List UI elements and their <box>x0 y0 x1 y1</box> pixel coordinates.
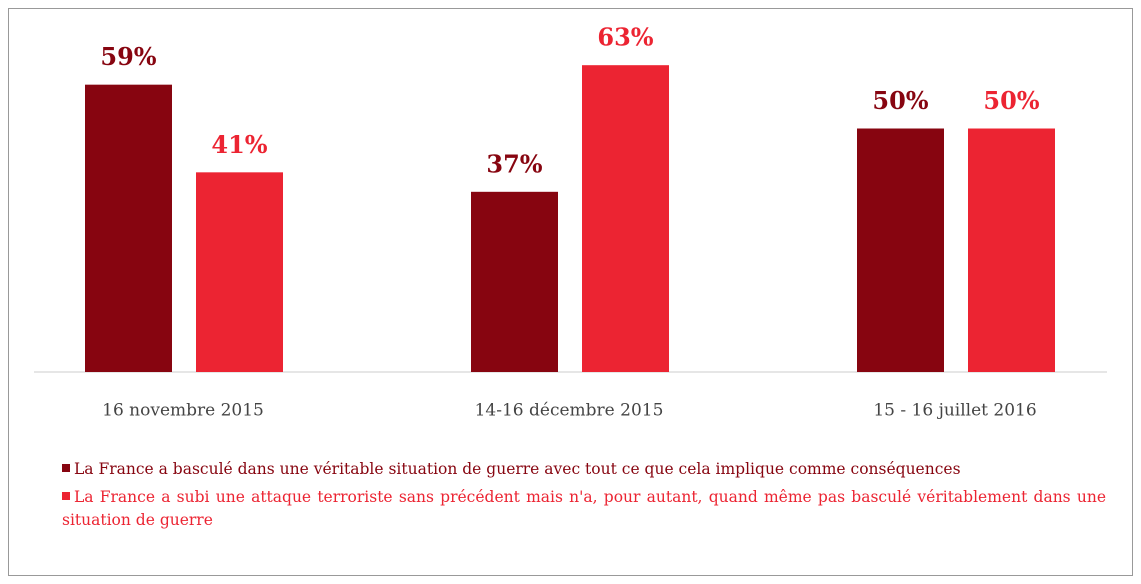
bar <box>471 191 558 372</box>
x-tick-label: 16 novembre 2015 <box>102 401 264 421</box>
legend-item: La France a subi une attaque terroriste … <box>62 486 1106 532</box>
x-tick-label: 15 - 16 juillet 2016 <box>873 401 1036 421</box>
legend-label: La France a basculé dans une véritable s… <box>74 460 961 478</box>
legend-swatch <box>62 492 70 500</box>
bar <box>857 128 944 372</box>
value-label: 37% <box>486 149 542 178</box>
chart-border <box>8 8 1133 576</box>
legend: La France a basculé dans une véritable s… <box>62 458 1106 537</box>
bar <box>968 128 1055 372</box>
legend-item: La France a basculé dans une véritable s… <box>62 458 1106 481</box>
bar <box>582 65 669 372</box>
x-tick-label: 14-16 décembre 2015 <box>475 401 664 421</box>
bar <box>196 172 283 372</box>
bar <box>85 84 172 373</box>
legend-swatch <box>62 464 70 472</box>
legend-label: La France a subi une attaque terroriste … <box>62 488 1106 529</box>
value-label: 50% <box>872 86 928 115</box>
value-label: 63% <box>597 23 653 52</box>
value-label: 41% <box>211 130 267 159</box>
value-label: 50% <box>983 86 1039 115</box>
value-label: 59% <box>100 42 156 71</box>
